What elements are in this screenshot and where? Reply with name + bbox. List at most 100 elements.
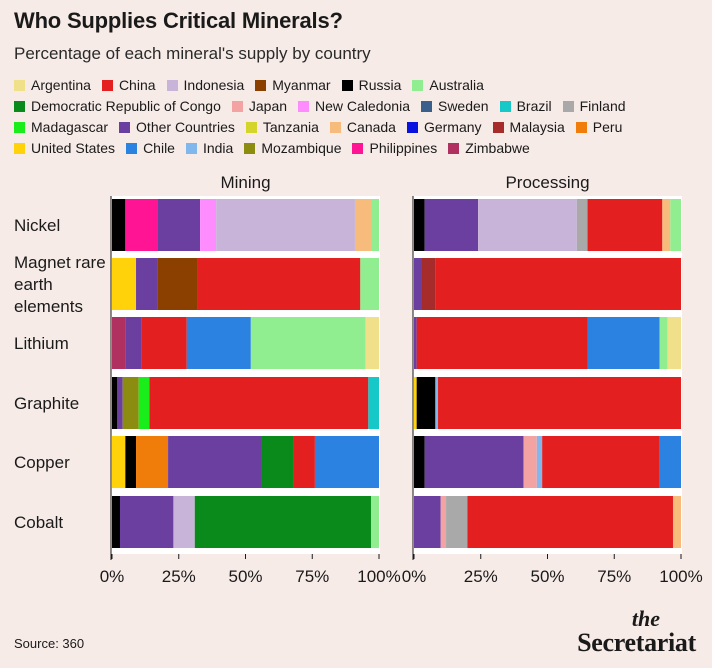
bar-segment [424, 436, 524, 488]
x-tick-label: 0% [100, 567, 125, 586]
legend-item: Russia [341, 76, 401, 94]
bar-segment [435, 377, 439, 429]
x-tick-label: 25% [162, 567, 196, 586]
brand-name: Secretariat [577, 628, 696, 657]
bar-segment [122, 377, 139, 429]
legend-label: Peru [592, 119, 623, 135]
bar-segment [536, 436, 543, 488]
bar-segment [478, 199, 577, 251]
legend-label: China [118, 77, 156, 93]
legend-label: Canada [346, 119, 396, 135]
legend-label: Sweden [437, 98, 489, 114]
bar-segment [138, 377, 150, 429]
bar-segment [136, 436, 169, 488]
bar-segment [368, 377, 379, 429]
bar-segment [370, 199, 379, 251]
bar-segment [314, 436, 379, 488]
legend-label: Myanmar [272, 77, 331, 93]
legend-swatch [406, 121, 418, 133]
legend-label: Argentina [31, 77, 91, 93]
legend-item: Germany [406, 118, 482, 136]
legend-item: Canada [329, 118, 396, 136]
legend-swatch [185, 142, 197, 154]
source-note: Source: 360 [14, 636, 85, 651]
bar-segment [414, 199, 425, 251]
bar-segment [446, 496, 468, 548]
category-label-line: earth [14, 275, 53, 294]
category-label-line: Nickel [14, 216, 60, 235]
bar-segment [200, 199, 217, 251]
bar-segment [360, 258, 379, 310]
bar-segment [125, 199, 158, 251]
x-tick-label: 100% [357, 567, 400, 586]
legend-label: New Caledonia [315, 98, 410, 114]
bar-segment [293, 436, 315, 488]
legend-swatch [14, 79, 25, 91]
legend-item: Madagascar [14, 118, 108, 136]
bar-segment [662, 199, 671, 251]
bar-segment [168, 436, 262, 488]
bar-segment [435, 258, 681, 310]
legend-item: Other Countries [119, 118, 235, 136]
legend-swatch [412, 79, 424, 91]
legend-swatch [255, 79, 267, 91]
bar-segment [667, 317, 681, 369]
legend-item: Japan [231, 97, 287, 115]
legend-swatch [420, 100, 432, 112]
legend-label: Philippines [369, 140, 438, 156]
category-label: Nickel [14, 216, 60, 235]
legend-swatch [492, 121, 504, 133]
bar-segment [440, 496, 447, 548]
chart-title: Who Supplies Critical Minerals? [14, 8, 343, 33]
legend-label: Brazil [516, 98, 552, 114]
category-label-line: elements [14, 297, 83, 316]
x-tick-label: 50% [530, 567, 564, 586]
panel-title: Processing [505, 173, 589, 192]
legend-item: Sweden [420, 97, 489, 115]
legend-label: Tanzania [262, 119, 319, 135]
bar-segment [467, 496, 673, 548]
legend-label: Other Countries [136, 119, 235, 135]
bar-segment [173, 496, 195, 548]
x-tick-label: 75% [597, 567, 631, 586]
legend-swatch [119, 121, 131, 133]
legend-swatch [14, 100, 25, 112]
legend-label: Malaysia [509, 119, 565, 135]
legend-item: Indonesia [166, 76, 244, 94]
category-label: Copper [14, 453, 70, 472]
category-label-line: Graphite [14, 394, 79, 413]
legend-item: Zimbabwe [448, 139, 530, 157]
brand-logo: the Secretariat [577, 608, 696, 656]
legend-swatch [298, 100, 310, 112]
legend-swatch [245, 121, 257, 133]
legend-item: Tanzania [245, 118, 319, 136]
bar-segment [659, 436, 681, 488]
legend-item: Finland [562, 97, 626, 115]
bar-segment [424, 199, 479, 251]
legend-item: India [185, 139, 233, 157]
plot-area [413, 196, 682, 554]
category-label-line: Lithium [14, 334, 69, 353]
legend-swatch [562, 100, 574, 112]
bar-segment [250, 317, 366, 369]
bar-segment [422, 258, 436, 310]
bar-segment [117, 377, 123, 429]
legend-swatch [448, 142, 460, 154]
legend-label: Australia [429, 77, 484, 93]
legend-swatch [166, 79, 178, 91]
bar-segment [416, 317, 588, 369]
legend-label: Germany [423, 119, 482, 135]
legend-label: Democratic Republic of Congo [31, 98, 221, 114]
bar-segment [125, 317, 142, 369]
legend-item: Brazil [499, 97, 552, 115]
legend-swatch [14, 121, 25, 133]
legend-item: Australia [412, 76, 484, 94]
x-tick-label: 0% [402, 567, 427, 586]
legend-swatch [231, 100, 243, 112]
bar-segment [136, 258, 158, 310]
bar-segment [112, 377, 118, 429]
bar-segment [112, 496, 121, 548]
bar-segment [414, 258, 423, 310]
legend-swatch [499, 100, 511, 112]
bar-segment [141, 317, 187, 369]
